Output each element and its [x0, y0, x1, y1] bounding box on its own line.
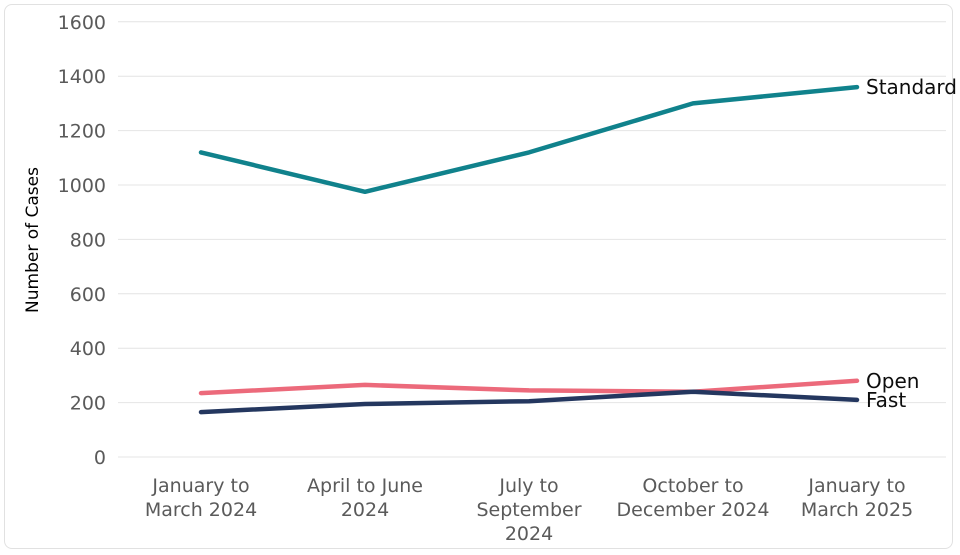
y-axis-ticks: 0 200 400 600 800 1000 1200 1400 1600	[58, 12, 106, 469]
y-tick-label: 1600	[58, 12, 106, 34]
y-tick-label: 1000	[58, 175, 106, 197]
x-axis-label: April to June 2024	[307, 475, 423, 521]
x-axis-labels: January to March 2024 April to June 2024 Jul…	[145, 475, 913, 545]
y-tick-label: 200	[70, 393, 106, 415]
y-tick-label: 0	[94, 447, 106, 469]
series-lines	[198, 84, 860, 415]
x-axis-label: January to March 2025	[801, 475, 913, 521]
x-axis-label: July to September 2024	[476, 475, 581, 545]
y-tick-label: 800	[70, 229, 106, 251]
series-label-open: Open	[866, 369, 919, 393]
y-tick-label: 1400	[58, 66, 106, 88]
y-axis: Number of Cases	[23, 167, 43, 313]
series-line-fast[interactable]	[198, 389, 860, 415]
y-tick-label: 1200	[58, 121, 106, 143]
gridlines	[118, 21, 946, 458]
series-label-standard: Standard	[866, 75, 957, 99]
y-tick-label: 600	[70, 284, 106, 306]
series-line-standard[interactable]	[198, 84, 860, 195]
y-axis-title: Number of Cases	[23, 167, 43, 313]
x-axis-label: October to December 2024	[617, 475, 770, 521]
series-label-fast: Fast	[866, 388, 906, 412]
series-line-open[interactable]	[198, 378, 860, 396]
x-axis-label: January to March 2024	[145, 475, 257, 521]
y-tick-label: 400	[70, 338, 106, 360]
